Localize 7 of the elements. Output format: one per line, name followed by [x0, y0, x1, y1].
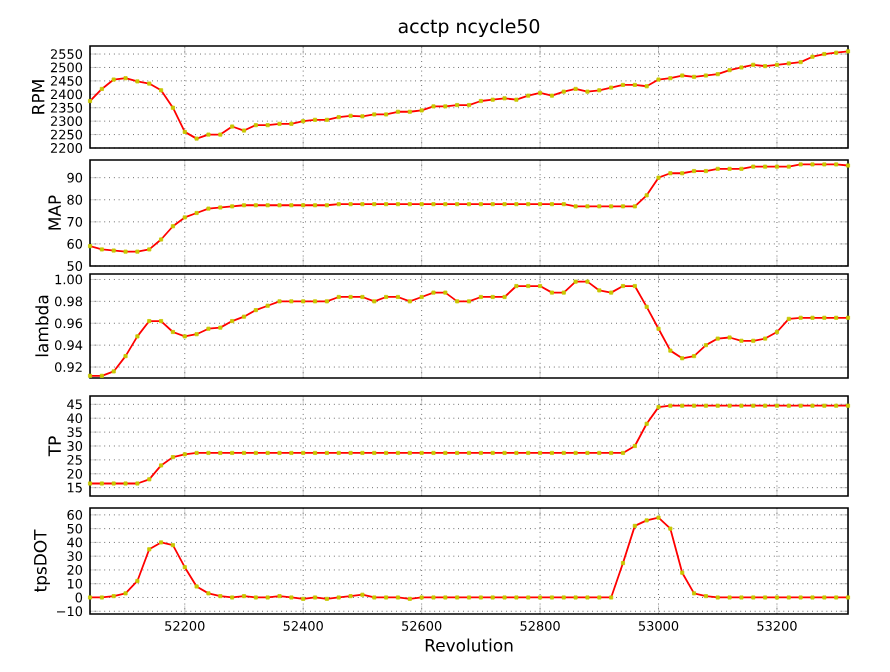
chart-title: acctp ncycle50	[398, 18, 540, 37]
y-axis-title: MAP	[48, 195, 61, 230]
x-axis-title: Revolution	[425, 638, 513, 652]
y-axis-title: RPM	[31, 80, 45, 114]
y-axis-title: lambda	[35, 295, 49, 357]
y-axis-title: tpsDOT	[33, 529, 50, 592]
y-axis-title: TP	[48, 436, 61, 457]
